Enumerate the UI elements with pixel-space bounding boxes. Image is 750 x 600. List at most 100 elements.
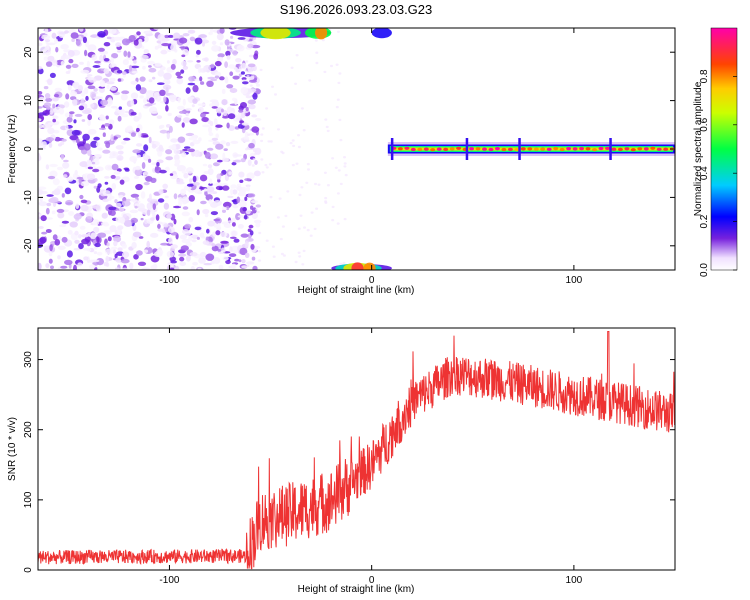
heatmap-noise-blob	[141, 162, 146, 169]
heatmap-signal-peak	[436, 147, 442, 151]
heatmap-noise-blob	[218, 186, 223, 191]
heatmap-noise-blob	[80, 234, 89, 238]
heatmap-noise-blob	[228, 64, 236, 69]
heatmap-noise-blob	[295, 162, 299, 165]
heatmap-noise-blob	[130, 65, 140, 69]
heatmap-noise-blob	[113, 248, 116, 255]
heatmap-noise-blob	[187, 148, 195, 153]
heatmap-noise-blob	[196, 49, 201, 55]
heatmap-noise-blob	[247, 104, 251, 107]
heatmap-noise-blob	[260, 139, 264, 143]
heatmap-noise-blob	[224, 76, 229, 84]
heatmap-noise-blob	[47, 175, 56, 180]
heatmap-noise-blob	[246, 74, 250, 78]
heatmap-signal-peak	[533, 147, 539, 151]
heatmap-noise-blob	[78, 243, 84, 250]
heatmap-noise-blob	[142, 153, 148, 160]
heatmap-noise-blob	[166, 250, 175, 258]
heatmap-noise-blob	[195, 54, 199, 58]
heatmap-noise-blob	[297, 227, 301, 230]
heatmap-noise-blob	[38, 124, 44, 129]
heatmap-noise-blob	[120, 93, 128, 101]
heatmap-xlabel: Height of straight line (km)	[298, 285, 415, 296]
heatmap-noise-blob	[228, 171, 233, 176]
heatmap-noise-blob	[188, 76, 196, 82]
colorbar-label: Normalized spectral amplitude	[693, 81, 704, 216]
heatmap-noise-blob	[38, 186, 47, 190]
heatmap-noise-blob	[115, 202, 122, 208]
heatmap-noise-blob	[40, 215, 47, 222]
heatmap-signal-spike	[518, 138, 521, 160]
heatmap-noise-blob	[93, 251, 98, 255]
heatmap-noise-blob	[182, 148, 189, 152]
heatmap-noise-blob	[314, 39, 318, 42]
heatmap-noise-blob	[251, 256, 256, 261]
heatmap-noise-blob	[291, 163, 295, 167]
heatmap-noise-blob	[45, 263, 50, 269]
heatmap-noise-blob	[109, 86, 117, 91]
heatmap-noise-blob	[217, 222, 221, 229]
heatmap-noise-blob	[199, 76, 203, 82]
heatmap-noise-blob	[97, 147, 103, 151]
heatmap-noise-blob	[331, 218, 335, 222]
heatmap-noise-blob	[61, 236, 68, 243]
heatmap-noise-blob	[192, 181, 200, 186]
heatmap-noise-blob	[46, 194, 54, 197]
heatmap-noise-blob	[289, 141, 293, 145]
heatmap-noise-blob	[135, 183, 143, 191]
heatmap-noise-blob	[212, 183, 219, 186]
heatmap-noise-blob	[241, 259, 246, 264]
heatmap-noise-blob	[49, 163, 58, 168]
heatmap-noise-blob	[229, 246, 233, 253]
heatmap-noise-blob	[165, 86, 169, 94]
heatmap-signal-peak	[520, 147, 526, 151]
heatmap-noise-blob	[255, 222, 261, 228]
heatmap-noise-blob	[52, 234, 58, 241]
heatmap-noise-blob	[303, 226, 306, 229]
heatmap-noise-blob	[220, 240, 229, 244]
heatmap-noise-blob	[121, 71, 127, 75]
heatmap-noise-blob	[235, 69, 241, 73]
heatmap-noise-blob	[103, 261, 109, 267]
heatmap-noise-blob	[108, 156, 114, 159]
heatmap-noise-blob	[129, 262, 134, 270]
heatmap-noise-blob	[299, 214, 303, 217]
heatmap-noise-blob	[99, 54, 104, 63]
heatmap-signal-peak	[410, 147, 416, 152]
heatmap-noise-blob	[211, 45, 220, 52]
heatmap-noise-blob	[261, 171, 265, 174]
colorbar-tick-label: 0.8	[699, 69, 710, 83]
heatmap-noise-blob	[342, 261, 346, 265]
heatmap-noise-blob	[323, 171, 327, 174]
heatmap-noise-blob	[156, 115, 163, 119]
heatmap-noise-blob	[282, 254, 286, 257]
heatmap-noise-blob	[232, 205, 239, 209]
heatmap-edge-signal	[351, 262, 364, 270]
heatmap-noise-blob	[255, 204, 261, 208]
heatmap-noise-blob	[151, 143, 157, 149]
heatmap-noise-blob	[157, 82, 165, 85]
heatmap-noise-blob	[140, 217, 144, 221]
heatmap-noise-blob	[79, 61, 84, 65]
heatmap-noise-blob	[315, 51, 319, 54]
heatmap-noise-blob	[100, 99, 109, 106]
heatmap-noise-blob	[185, 87, 191, 94]
snr-x-tick-label: -100	[159, 575, 179, 586]
heatmap-noise-blob	[183, 231, 191, 236]
heatmap-noise-blob	[229, 236, 237, 239]
heatmap-signal-peak	[397, 147, 403, 151]
heatmap-noise-blob	[43, 102, 52, 108]
heatmap-noise-blob	[260, 158, 264, 161]
heatmap-noise-blob	[139, 76, 146, 82]
heatmap-noise-blob	[324, 196, 328, 200]
heatmap-noise-blob	[81, 119, 86, 122]
heatmap-noise-blob	[205, 194, 213, 201]
heatmap-noise-blob	[150, 177, 157, 183]
colorbar-tick-label: 0.4	[699, 166, 710, 180]
heatmap-noise-blob	[218, 264, 224, 270]
heatmap-noise-blob	[210, 78, 218, 82]
heatmap-noise-blob	[258, 259, 262, 262]
heatmap-noise-blob	[245, 60, 249, 63]
heatmap-noise-blob	[197, 267, 202, 270]
heatmap-noise-blob	[209, 178, 213, 185]
